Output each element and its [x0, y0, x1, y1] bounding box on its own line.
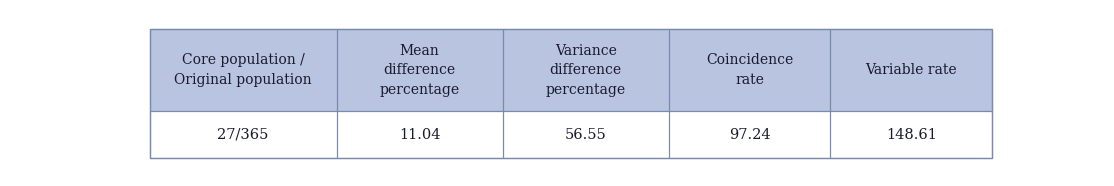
Bar — [502, 111, 668, 158]
Text: 11.04: 11.04 — [399, 128, 440, 142]
Text: Mean
difference
percentage: Mean difference percentage — [380, 44, 460, 97]
Bar — [502, 111, 668, 158]
Text: Core population /
Original population: Core population / Original population — [174, 53, 312, 87]
Bar — [336, 29, 502, 111]
Text: 148.61: 148.61 — [886, 128, 937, 142]
Bar — [668, 111, 830, 158]
Bar — [336, 111, 502, 158]
Bar — [830, 29, 993, 111]
Text: Variable rate: Variable rate — [866, 63, 957, 77]
Bar — [149, 29, 336, 111]
Bar — [502, 29, 668, 111]
Text: 27/365: 27/365 — [217, 128, 268, 142]
Bar — [668, 29, 830, 111]
Bar — [149, 29, 336, 111]
Bar — [668, 111, 830, 158]
Bar — [668, 29, 830, 111]
Bar — [336, 29, 502, 111]
Text: 56.55: 56.55 — [565, 128, 606, 142]
Bar — [830, 111, 993, 158]
Bar — [830, 111, 993, 158]
Bar — [830, 29, 993, 111]
Text: Variance
difference
percentage: Variance difference percentage — [546, 44, 626, 97]
Text: Coincidence
rate: Coincidence rate — [706, 53, 793, 87]
Bar — [336, 111, 502, 158]
Bar — [502, 29, 668, 111]
Bar — [149, 111, 336, 158]
Bar — [149, 111, 336, 158]
Text: 97.24: 97.24 — [729, 128, 771, 142]
